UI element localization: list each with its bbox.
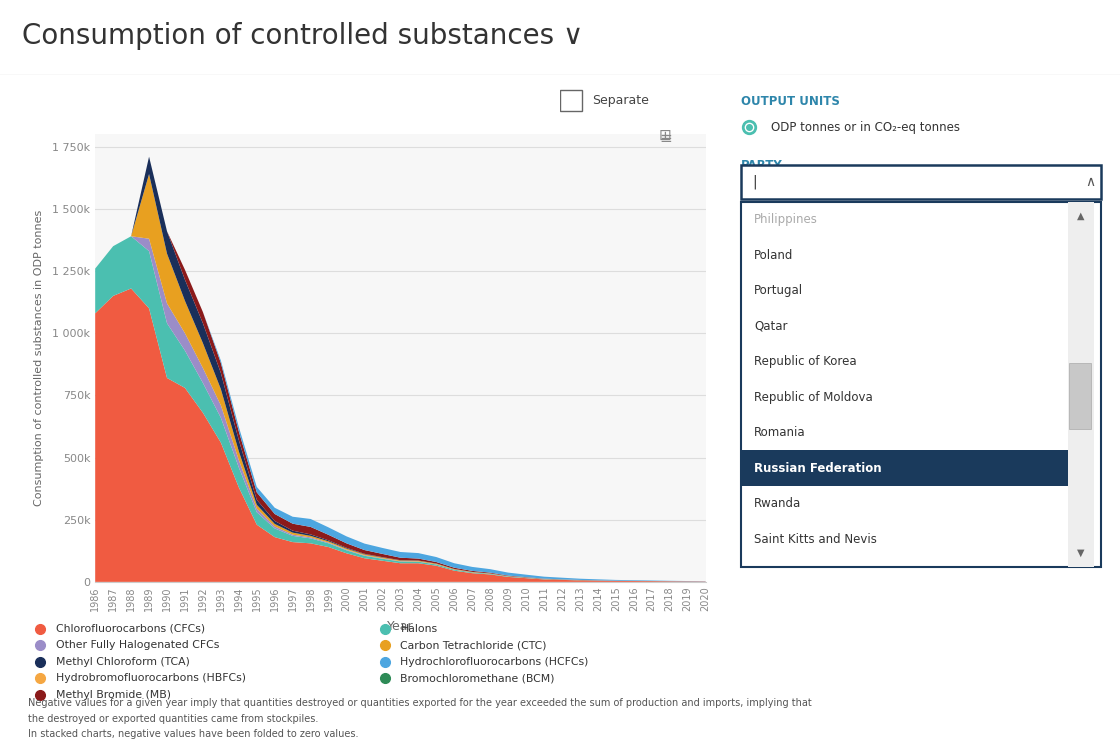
Text: Romania: Romania <box>754 426 806 439</box>
Text: Methyl Chloroform (TCA): Methyl Chloroform (TCA) <box>56 656 189 667</box>
Text: In stacked charts, negative values have been folded to zero values.: In stacked charts, negative values have … <box>28 730 358 739</box>
Text: Bromochloromethane (BCM): Bromochloromethane (BCM) <box>401 673 556 683</box>
Text: Hydrochlorofluorocarbons (HCFCs): Hydrochlorofluorocarbons (HCFCs) <box>401 656 589 667</box>
Text: Poland: Poland <box>754 248 794 262</box>
Text: Other Fully Halogenated CFCs: Other Fully Halogenated CFCs <box>56 640 218 651</box>
Text: ▼: ▼ <box>1077 548 1084 558</box>
Text: Halons: Halons <box>401 624 438 634</box>
Y-axis label: Consumption of controlled substances in ODP tonnes: Consumption of controlled substances in … <box>34 210 44 507</box>
Text: ▲: ▲ <box>1077 211 1084 222</box>
Text: Separate: Separate <box>592 94 650 107</box>
Text: Hydrobromofluorocarbons (HBFCs): Hydrobromofluorocarbons (HBFCs) <box>56 673 245 683</box>
Text: Russian Federation: Russian Federation <box>754 462 881 474</box>
FancyBboxPatch shape <box>741 451 1067 486</box>
X-axis label: Year: Year <box>388 620 413 633</box>
FancyBboxPatch shape <box>1070 363 1091 429</box>
Text: OUTPUT UNITS: OUTPUT UNITS <box>741 95 840 108</box>
Text: Negative values for a given year imply that quantities destroyed or quantities e: Negative values for a given year imply t… <box>28 698 812 708</box>
Text: Consumption of controlled substances ∨: Consumption of controlled substances ∨ <box>22 22 584 50</box>
Text: Carbon Tetrachloride (CTC): Carbon Tetrachloride (CTC) <box>401 640 547 651</box>
FancyBboxPatch shape <box>741 202 1101 568</box>
Text: ⊞: ⊞ <box>659 128 672 143</box>
Text: Philippines: Philippines <box>754 213 818 226</box>
Text: Rwanda: Rwanda <box>754 497 802 510</box>
Text: Chlorofluorocarbons (CFCs): Chlorofluorocarbons (CFCs) <box>56 624 205 634</box>
Text: Republic of Korea: Republic of Korea <box>754 355 857 369</box>
Text: ≡: ≡ <box>659 131 672 146</box>
Text: Saint Kitts and Nevis: Saint Kitts and Nevis <box>754 533 877 545</box>
Text: |: | <box>753 175 757 189</box>
Text: ∧: ∧ <box>1085 175 1095 189</box>
Text: DATA IN TABLES: DATA IN TABLES <box>962 32 1074 46</box>
Text: Methyl Bromide (MB): Methyl Bromide (MB) <box>56 689 170 700</box>
Text: the destroyed or exported quantities came from stockpiles.: the destroyed or exported quantities cam… <box>28 713 318 724</box>
Text: Portugal: Portugal <box>754 284 803 297</box>
Text: ODP tonnes or in CO₂-eq tonnes: ODP tonnes or in CO₂-eq tonnes <box>771 121 960 134</box>
FancyBboxPatch shape <box>1067 202 1094 568</box>
Text: Republic of Moldova: Republic of Moldova <box>754 391 872 404</box>
FancyBboxPatch shape <box>741 165 1101 199</box>
Bar <box>560 90 581 111</box>
Text: PARTY: PARTY <box>741 160 783 172</box>
Text: Qatar: Qatar <box>754 320 787 333</box>
